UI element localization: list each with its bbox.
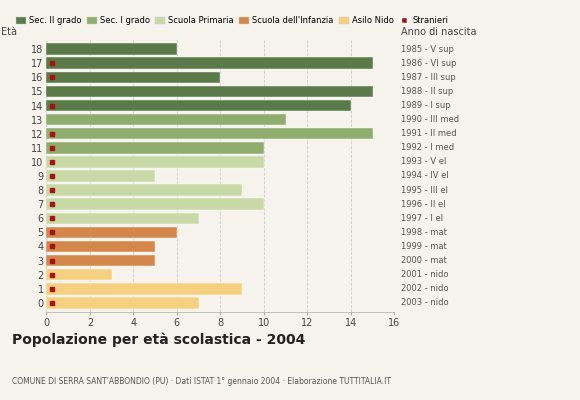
Legend: Sec. II grado, Sec. I grado, Scuola Primaria, Scuola dell'Infanzia, Asilo Nido, : Sec. II grado, Sec. I grado, Scuola Prim… [16,16,448,25]
Text: 2003 - nido: 2003 - nido [401,298,449,307]
Text: 1999 - mat: 1999 - mat [401,242,447,251]
Bar [46,114,285,126]
Bar [46,43,177,55]
Text: 1996 - II el: 1996 - II el [401,200,446,209]
Bar [46,184,242,196]
Bar [46,226,177,238]
Bar [46,86,372,97]
Bar [46,170,155,182]
Text: 1986 - VI sup: 1986 - VI sup [401,59,457,68]
Text: 2001 - nido: 2001 - nido [401,270,449,279]
Text: Popolazione per età scolastica - 2004: Popolazione per età scolastica - 2004 [12,332,305,347]
Bar [46,297,198,309]
Bar [46,198,264,210]
Text: 1991 - II med: 1991 - II med [401,129,457,138]
Text: 1995 - III el: 1995 - III el [401,186,448,194]
Text: 1993 - V el: 1993 - V el [401,158,447,166]
Text: COMUNE DI SERRA SANT'ABBONDIO (PU) · Dati ISTAT 1° gennaio 2004 · Elaborazione T: COMUNE DI SERRA SANT'ABBONDIO (PU) · Dat… [12,377,390,386]
Bar [46,142,264,154]
Bar [46,156,264,168]
Text: 1994 - IV el: 1994 - IV el [401,172,449,180]
Text: 1992 - I med: 1992 - I med [401,143,455,152]
Bar [46,269,111,280]
Bar [46,58,372,69]
Text: 1988 - II sup: 1988 - II sup [401,87,454,96]
Text: 1998 - mat: 1998 - mat [401,228,447,237]
Bar [46,128,372,140]
Bar [46,72,220,83]
Bar [46,255,155,266]
Text: 1990 - III med: 1990 - III med [401,115,459,124]
Text: Anno di nascita: Anno di nascita [401,27,477,37]
Text: 2002 - nido: 2002 - nido [401,284,449,293]
Text: 1997 - I el: 1997 - I el [401,214,444,223]
Bar [46,100,351,111]
Text: 2000 - mat: 2000 - mat [401,256,447,265]
Text: 1987 - III sup: 1987 - III sup [401,73,456,82]
Text: Età: Età [1,27,17,37]
Text: 1985 - V sup: 1985 - V sup [401,45,454,54]
Bar [46,283,242,294]
Text: 1989 - I sup: 1989 - I sup [401,101,451,110]
Bar [46,212,198,224]
Bar [46,241,155,252]
